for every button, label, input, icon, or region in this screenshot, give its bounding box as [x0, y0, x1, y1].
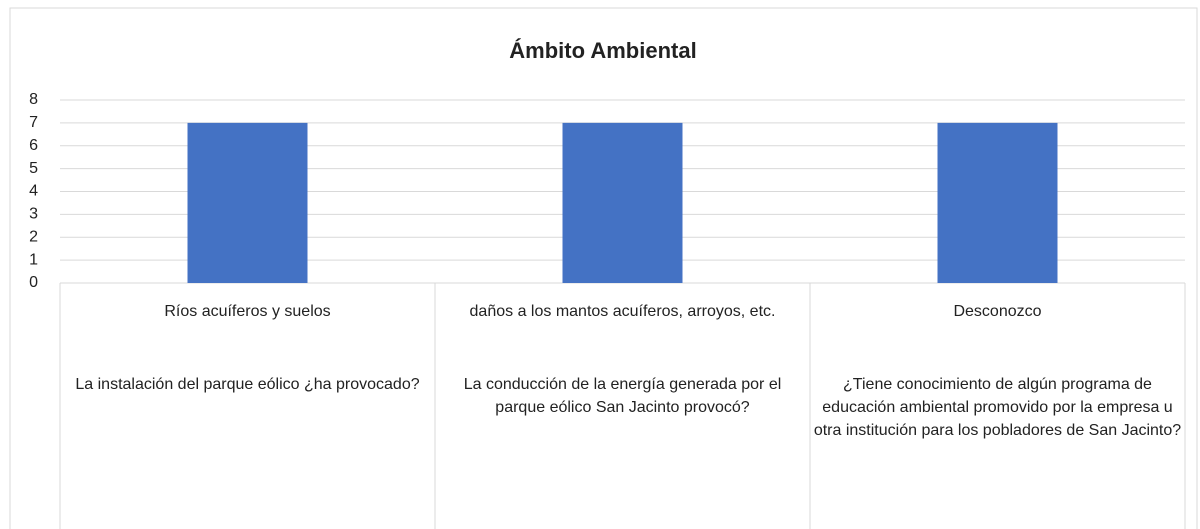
- y-tick-label: 7: [29, 114, 38, 131]
- bar: [187, 122, 308, 283]
- chart-border: [9, 7, 1198, 529]
- y-tick-label: 4: [29, 183, 38, 200]
- bar: [562, 122, 683, 283]
- chart-title: Ámbito Ambiental: [509, 38, 696, 63]
- x-group-label: La conducción de la energía generada por…: [463, 376, 782, 416]
- y-tick-label: 1: [29, 251, 38, 268]
- bar: [937, 122, 1058, 283]
- y-tick-label: 0: [29, 274, 38, 291]
- x-tick-label: daños a los mantos acuíferos, arroyos, e…: [469, 303, 776, 320]
- x-tick-label: Desconozco: [953, 303, 1042, 320]
- y-tick-label: 8: [29, 91, 38, 108]
- y-tick-label: 5: [29, 160, 38, 177]
- x-group-label: ¿Tiene conocimiento de algún programa de…: [813, 376, 1182, 439]
- x-tick-label: Ríos acuíferos y suelos: [164, 303, 331, 320]
- x-group-label: La instalación del parque eólico ¿ha pro…: [75, 376, 420, 393]
- y-tick-label: 6: [29, 137, 38, 154]
- y-tick-label: 3: [29, 206, 38, 223]
- y-tick-label: 2: [29, 228, 38, 245]
